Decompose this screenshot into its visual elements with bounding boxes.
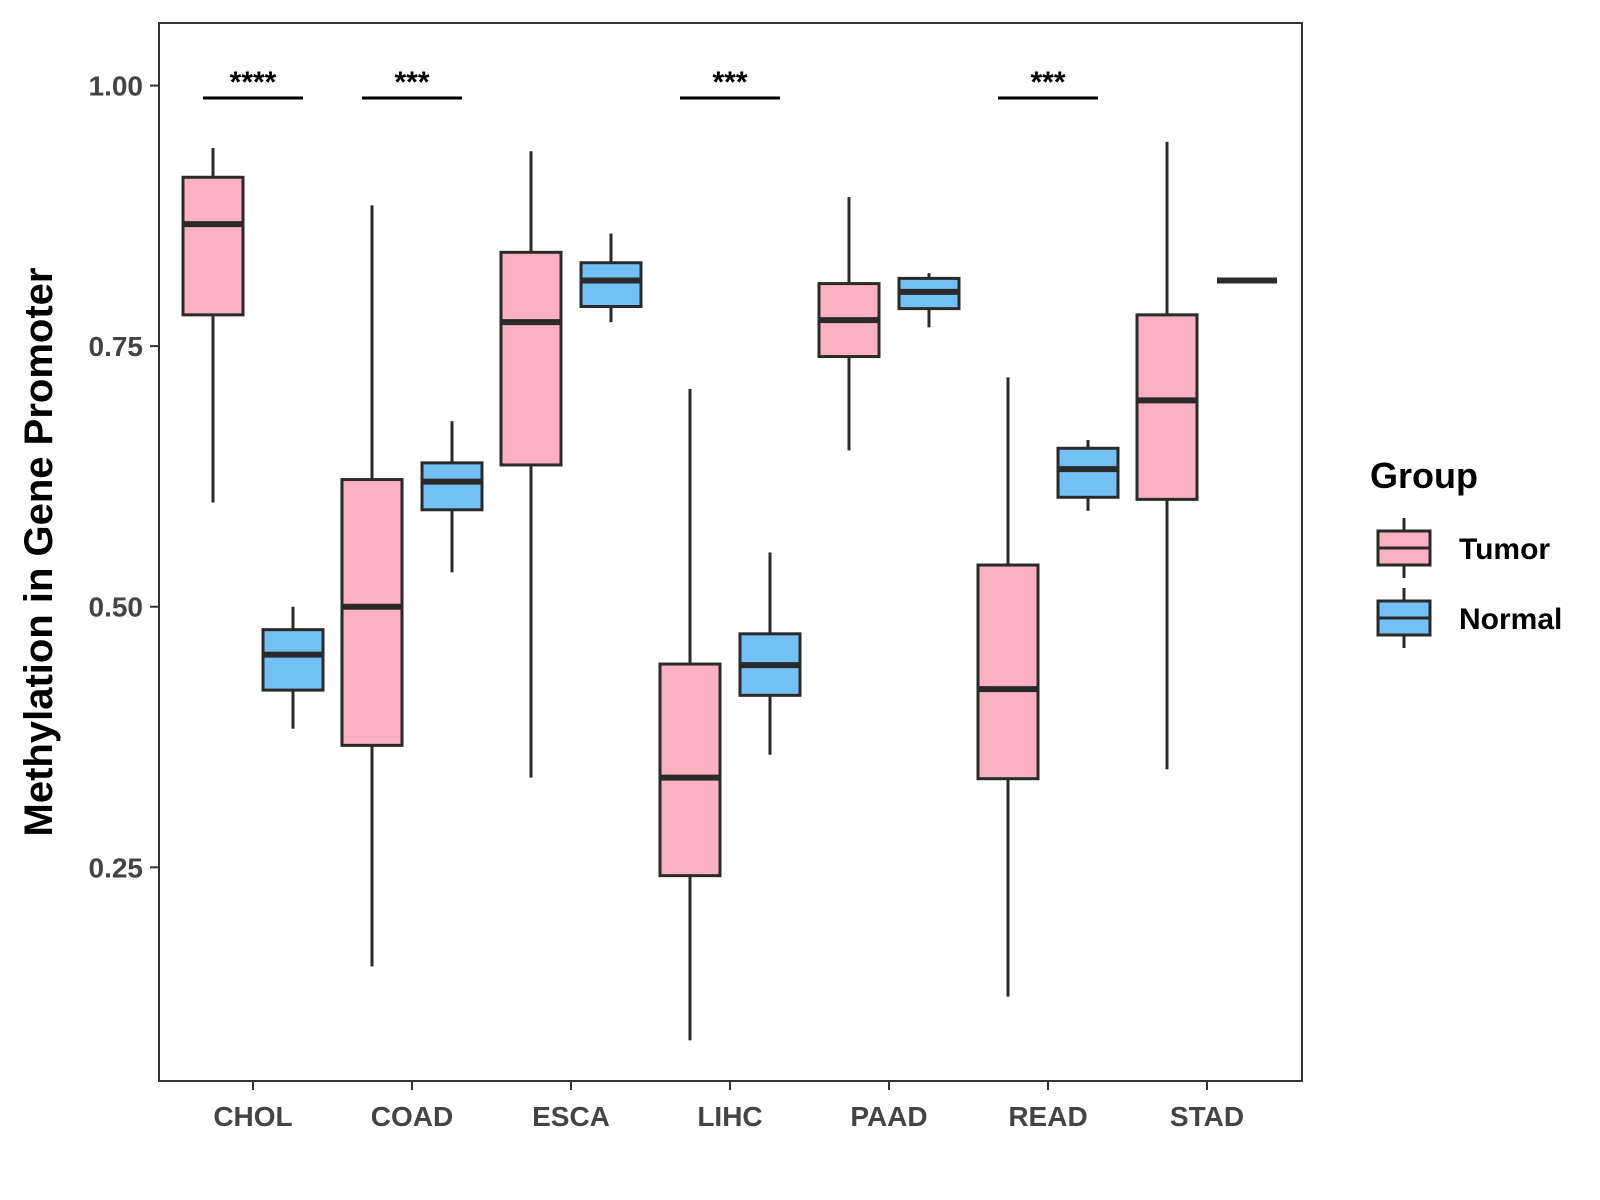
boxes-layer <box>181 141 1277 1041</box>
significance-label: *** <box>394 66 429 99</box>
x-tick-label: CHOL <box>213 1101 292 1132</box>
box-iqr <box>420 461 484 512</box>
box-iqr <box>340 478 404 747</box>
y-axis: 0.25 0.50 0.75 1.00 <box>89 71 159 883</box>
y-tick-label: 0.75 <box>89 331 144 362</box>
x-tick-label: LIHC <box>697 1101 762 1132</box>
box-normal-coad <box>420 421 484 573</box>
box-iqr <box>261 628 325 692</box>
box-tumor-paad <box>817 197 881 451</box>
y-tick-label: 1.00 <box>89 71 144 102</box>
significance-label: *** <box>712 66 747 99</box>
box-tumor-stad <box>1135 141 1199 770</box>
significance-label: *** <box>1030 66 1065 99</box>
box-normal-read <box>1056 439 1120 511</box>
x-tick-label: PAAD <box>850 1101 927 1132</box>
box-iqr <box>579 261 643 309</box>
legend-entry-normal: Normal <box>1376 588 1562 648</box>
box-normal-paad <box>897 273 961 328</box>
box-normal-lihc <box>738 552 802 755</box>
y-tick-label: 0.25 <box>89 852 144 883</box>
significance-coad: *** <box>362 66 462 100</box>
y-tick-label: 0.50 <box>89 592 144 623</box>
box-normal-chol <box>261 606 325 729</box>
legend-label: Tumor <box>1459 533 1550 566</box>
x-tick-label: COAD <box>371 1101 453 1132</box>
plot-panel <box>158 22 1303 1082</box>
x-tick-label: READ <box>1008 1101 1087 1132</box>
significance-lihc: *** <box>680 66 780 100</box>
box-tumor-chol <box>181 148 245 503</box>
box-iqr <box>181 175 245 317</box>
significance-layer: **** *** *** *** <box>203 66 1098 100</box>
legend-title: Group <box>1370 455 1478 496</box>
box-tumor-lihc <box>658 388 722 1041</box>
box-iqr <box>1135 313 1199 501</box>
box-iqr <box>976 563 1040 781</box>
legend: Group Tumor Normal <box>1370 455 1562 648</box>
box-iqr <box>1056 446 1120 499</box>
box-tumor-read <box>976 377 1040 997</box>
box-tumor-esca <box>499 151 563 778</box>
y-axis-title: Methylation in Gene Promoter <box>17 268 61 837</box>
legend-entry-tumor: Tumor <box>1376 518 1550 578</box>
significance-label: **** <box>230 66 277 99</box>
box-iqr <box>499 250 563 467</box>
x-tick-label: ESCA <box>532 1101 610 1132</box>
box-normal-esca <box>579 233 643 323</box>
significance-read: *** <box>998 66 1098 100</box>
legend-label: Normal <box>1459 603 1562 636</box>
box-tumor-coad <box>340 205 404 967</box>
significance-chol: **** <box>203 66 303 100</box>
x-axis: CHOL COAD ESCA LIHC PAAD READ STAD <box>213 1081 1244 1132</box>
box-iqr <box>658 662 722 878</box>
x-tick-label: STAD <box>1170 1101 1244 1132</box>
